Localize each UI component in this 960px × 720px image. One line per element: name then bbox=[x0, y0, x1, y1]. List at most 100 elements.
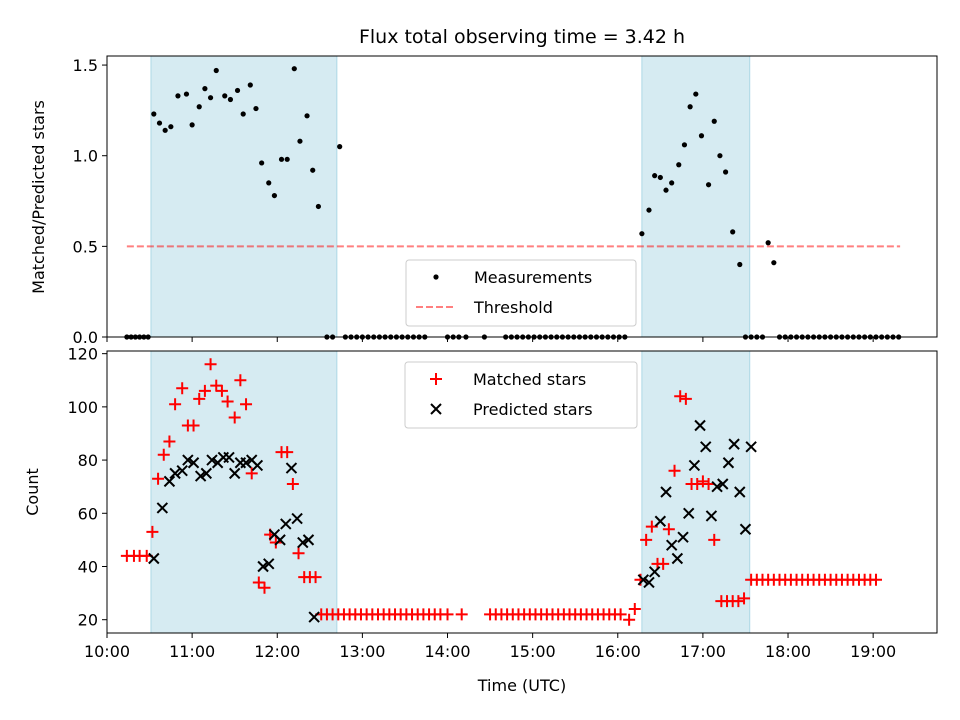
shaded-interval bbox=[150, 55, 338, 338]
measurement-point bbox=[304, 113, 310, 119]
measurement-point bbox=[722, 169, 729, 175]
matched-star-point bbox=[455, 608, 468, 621]
measurement-point bbox=[669, 180, 675, 186]
predicted-star-point bbox=[308, 611, 320, 623]
y-tick-label: 120 bbox=[67, 345, 98, 364]
predicted-star-point bbox=[643, 576, 655, 589]
legend-matched-marker bbox=[430, 373, 442, 385]
matched-star-point bbox=[662, 523, 675, 536]
matched-star-point bbox=[614, 608, 627, 621]
predicted-star-point bbox=[700, 441, 712, 453]
y-tick-label: 20 bbox=[78, 611, 98, 630]
y-tick-label: 80 bbox=[78, 451, 98, 470]
predicted-star-point bbox=[240, 457, 252, 469]
predicted-star-point bbox=[228, 467, 241, 480]
measurement-point bbox=[737, 261, 743, 268]
shaded-interval bbox=[150, 350, 338, 634]
measurement-point bbox=[151, 111, 157, 117]
predicted-star-point bbox=[705, 510, 718, 522]
matched-star-point bbox=[708, 533, 721, 546]
measurement-point bbox=[175, 93, 181, 99]
predicted-star-point bbox=[200, 467, 213, 480]
matched-star-point bbox=[696, 475, 709, 488]
x-tick-label: 10:00 bbox=[84, 642, 130, 661]
bottom-axes-frame bbox=[106, 350, 938, 634]
predicted-star-point bbox=[739, 523, 752, 535]
bottom-panel: 20 40 60 80 100 120 10:00 11:00 12:00 13:00 14:00… bbox=[23, 345, 938, 695]
predicted-star-point bbox=[187, 457, 200, 469]
predicted-star-point bbox=[280, 518, 292, 530]
matched-star-point bbox=[258, 581, 271, 594]
predicted-star-point bbox=[263, 558, 275, 570]
matched-star-point bbox=[215, 384, 228, 397]
measurement-point bbox=[771, 260, 777, 266]
x-tick-label: 19:00 bbox=[850, 642, 896, 661]
predicted-star-point bbox=[711, 480, 723, 493]
x-tick-label: 14:00 bbox=[424, 642, 470, 661]
measurement-point bbox=[247, 82, 253, 88]
matched-star-point bbox=[204, 358, 217, 371]
measurement-point bbox=[183, 91, 190, 97]
measurement-point bbox=[266, 180, 272, 186]
measurement-point bbox=[730, 229, 736, 235]
y-tick-label: 0.5 bbox=[73, 237, 98, 256]
bottom-legend-box bbox=[404, 361, 638, 429]
bottom-x-ticks: 10:00 11:00 12:00 13:00 14:00 15:00 16:00 17:00… bbox=[84, 633, 896, 661]
matched-star-point bbox=[691, 478, 704, 491]
predicted-star-point bbox=[297, 536, 309, 549]
y-tick-label: 1.0 bbox=[73, 147, 98, 166]
matched-star-point bbox=[169, 398, 182, 411]
measurement-point bbox=[657, 174, 663, 181]
bottom-legend: Matched stars Predicted stars bbox=[404, 361, 638, 429]
x-tick-label: 16:00 bbox=[595, 642, 641, 661]
y-tick-label: 100 bbox=[67, 398, 98, 417]
measurement-point bbox=[646, 207, 652, 213]
x-axis-label: Time (UTC) bbox=[477, 676, 566, 695]
predicted-star-point bbox=[148, 552, 160, 565]
measurement-point bbox=[337, 144, 343, 150]
predicted-star-point bbox=[194, 470, 207, 482]
measurement-point bbox=[196, 104, 202, 110]
matched-star-point bbox=[292, 547, 305, 560]
measurement-point bbox=[168, 124, 174, 130]
predicted-star-point bbox=[660, 486, 672, 498]
predicted-star-point bbox=[156, 502, 169, 514]
shaded-interval bbox=[641, 350, 751, 634]
top-x-ticks bbox=[106, 337, 874, 342]
measurement-point bbox=[259, 160, 265, 166]
matched-star-point bbox=[441, 608, 454, 621]
measurement-point bbox=[271, 192, 278, 199]
measurement-point bbox=[253, 105, 259, 112]
matched-star-point bbox=[234, 374, 247, 387]
measurement-point bbox=[291, 66, 297, 72]
measurement-point bbox=[202, 86, 208, 92]
measurement-point bbox=[639, 231, 645, 237]
top-axes-frame bbox=[106, 55, 938, 338]
measurement-point bbox=[213, 67, 219, 74]
bottom-y-axis-label: Count bbox=[23, 468, 42, 516]
predicted-star-point bbox=[182, 454, 194, 466]
matched-star-point bbox=[163, 435, 176, 448]
measurement-point bbox=[711, 118, 717, 124]
predicted-stars-points bbox=[148, 419, 757, 623]
matched-star-point bbox=[309, 571, 322, 584]
matched-star-point bbox=[286, 478, 299, 491]
predicted-star-point bbox=[722, 457, 735, 469]
matched-star-point bbox=[668, 464, 681, 477]
predicted-star-point bbox=[728, 438, 740, 450]
matched-star-point bbox=[657, 557, 670, 570]
predicted-star-point bbox=[223, 451, 235, 464]
top-panel: 0.0 0.5 1.0 1.5 Matched/Predicted stars Mea… bbox=[29, 55, 938, 347]
matched-star-point bbox=[702, 478, 715, 491]
predicted-star-point bbox=[176, 465, 188, 477]
x-tick-label: 15:00 bbox=[510, 642, 556, 661]
x-tick-label: 11:00 bbox=[169, 642, 215, 661]
measurement-point bbox=[676, 162, 682, 168]
measurement-point bbox=[315, 203, 322, 210]
legend-measurements-marker bbox=[433, 274, 439, 280]
legend-threshold-label: Threshold bbox=[473, 298, 553, 317]
predicted-star-point bbox=[654, 515, 667, 527]
measurement-point bbox=[310, 167, 316, 173]
x-tick-label: 17:00 bbox=[680, 642, 726, 661]
